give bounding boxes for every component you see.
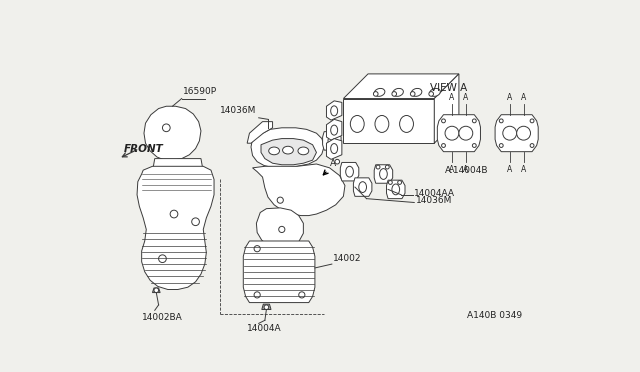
Circle shape xyxy=(159,255,166,263)
Polygon shape xyxy=(374,165,393,183)
Circle shape xyxy=(163,124,170,132)
Ellipse shape xyxy=(346,166,353,177)
Circle shape xyxy=(397,180,401,185)
Ellipse shape xyxy=(359,182,367,192)
Text: 14002: 14002 xyxy=(333,254,362,263)
Ellipse shape xyxy=(375,115,389,132)
Circle shape xyxy=(388,180,392,185)
Polygon shape xyxy=(323,132,341,150)
Ellipse shape xyxy=(331,106,338,116)
Circle shape xyxy=(499,119,503,123)
Circle shape xyxy=(335,159,340,164)
Circle shape xyxy=(376,165,380,169)
Text: A: A xyxy=(507,165,513,174)
Circle shape xyxy=(530,119,534,123)
Circle shape xyxy=(503,126,516,140)
Ellipse shape xyxy=(412,89,422,96)
Ellipse shape xyxy=(399,115,413,132)
Polygon shape xyxy=(152,158,204,172)
Ellipse shape xyxy=(331,125,338,135)
Text: 14004A: 14004A xyxy=(247,324,282,333)
Polygon shape xyxy=(144,106,201,160)
Circle shape xyxy=(472,119,476,123)
Polygon shape xyxy=(326,101,342,120)
Polygon shape xyxy=(326,119,342,140)
Ellipse shape xyxy=(374,89,385,96)
Circle shape xyxy=(429,92,433,96)
Circle shape xyxy=(392,92,397,96)
Polygon shape xyxy=(326,139,342,159)
Text: 16590P: 16590P xyxy=(183,87,218,96)
Text: A: A xyxy=(521,165,526,174)
Text: A: A xyxy=(507,93,513,102)
Polygon shape xyxy=(340,163,359,181)
Circle shape xyxy=(170,210,178,218)
Ellipse shape xyxy=(429,89,440,96)
Circle shape xyxy=(530,144,534,147)
Text: A: A xyxy=(521,93,526,102)
Circle shape xyxy=(299,292,305,298)
Ellipse shape xyxy=(380,169,387,179)
Text: A140B 0349: A140B 0349 xyxy=(467,311,522,320)
Circle shape xyxy=(254,246,260,252)
Circle shape xyxy=(385,165,389,169)
Polygon shape xyxy=(344,74,459,99)
Polygon shape xyxy=(435,74,459,143)
Polygon shape xyxy=(243,241,315,302)
Polygon shape xyxy=(247,122,273,143)
Text: FRONT: FRONT xyxy=(124,144,164,154)
Polygon shape xyxy=(257,208,303,249)
Ellipse shape xyxy=(392,184,399,195)
Circle shape xyxy=(472,144,476,147)
Circle shape xyxy=(499,144,503,147)
Polygon shape xyxy=(261,139,316,165)
Ellipse shape xyxy=(393,89,403,96)
Polygon shape xyxy=(253,164,345,216)
Text: VIEW A: VIEW A xyxy=(429,83,467,93)
Circle shape xyxy=(410,92,415,96)
Circle shape xyxy=(254,292,260,298)
Text: 14004AA: 14004AA xyxy=(414,189,455,198)
Circle shape xyxy=(277,197,284,203)
Circle shape xyxy=(516,126,531,140)
Text: A.14004B: A.14004B xyxy=(445,166,488,175)
Circle shape xyxy=(264,305,269,310)
Ellipse shape xyxy=(331,144,338,154)
Ellipse shape xyxy=(283,146,293,154)
Polygon shape xyxy=(251,128,324,168)
Text: A: A xyxy=(449,165,454,174)
Polygon shape xyxy=(137,166,214,289)
Text: 14002BA: 14002BA xyxy=(141,312,182,322)
Polygon shape xyxy=(353,178,372,196)
Polygon shape xyxy=(387,180,405,199)
Ellipse shape xyxy=(298,147,308,155)
Ellipse shape xyxy=(269,147,280,155)
Polygon shape xyxy=(437,115,481,152)
Polygon shape xyxy=(262,304,271,310)
Circle shape xyxy=(373,92,378,96)
Ellipse shape xyxy=(350,115,364,132)
Polygon shape xyxy=(495,115,538,152)
Text: A: A xyxy=(449,93,454,102)
Circle shape xyxy=(154,288,159,293)
Circle shape xyxy=(192,218,200,225)
Polygon shape xyxy=(344,99,435,143)
Polygon shape xyxy=(152,288,160,293)
Ellipse shape xyxy=(328,135,336,146)
Text: 14036M: 14036M xyxy=(416,196,452,205)
Circle shape xyxy=(442,119,445,123)
Circle shape xyxy=(445,126,459,140)
Circle shape xyxy=(459,126,473,140)
Text: 14036M: 14036M xyxy=(220,106,257,115)
Text: A: A xyxy=(330,159,335,168)
Text: A: A xyxy=(463,93,468,102)
Circle shape xyxy=(279,226,285,232)
Text: A: A xyxy=(463,165,468,174)
Circle shape xyxy=(442,144,445,147)
